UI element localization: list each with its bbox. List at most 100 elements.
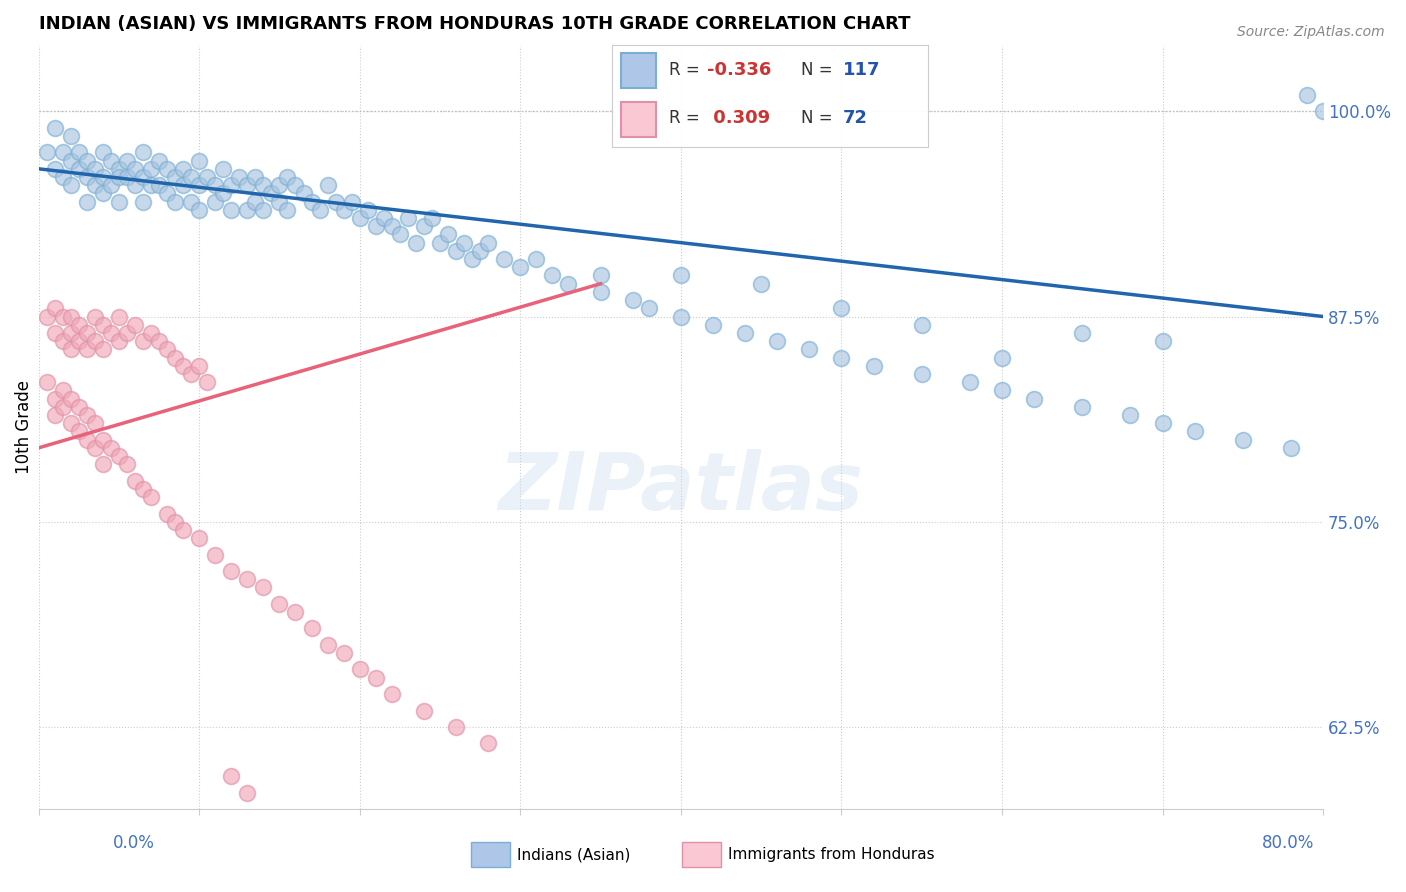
Point (67, 161, 90, 176)
Point (172, 359, 194, 373)
Point (156, 161, 179, 176)
Point (100, 441, 122, 455)
Point (132, 334, 155, 348)
Point (524, 252, 547, 266)
Text: 117: 117 (842, 62, 880, 79)
Point (195, 169, 218, 184)
Point (35, 145, 58, 160)
Point (59, 343, 82, 357)
Point (269, 194, 291, 209)
Text: Indians (Asian): Indians (Asian) (517, 847, 631, 862)
Point (284, 605, 307, 619)
Point (67, 145, 90, 160)
Point (115, 457, 138, 471)
Text: 0.309: 0.309 (707, 110, 769, 128)
Point (91, 145, 114, 160)
Point (59, 153, 82, 168)
Point (188, 202, 211, 217)
Point (148, 178, 170, 193)
Point (59, 392, 82, 406)
Point (381, 687, 404, 701)
Point (139, 178, 162, 193)
Point (76, 169, 98, 184)
Point (276, 169, 298, 184)
Point (76, 194, 98, 209)
Point (180, 367, 202, 381)
Point (163, 515, 186, 529)
Point (669, 310, 692, 324)
Text: N =: N = (801, 62, 838, 79)
Point (260, 186, 283, 201)
Point (236, 202, 259, 217)
Point (52, 310, 75, 324)
Point (124, 178, 146, 193)
Text: Source: ZipAtlas.com: Source: ZipAtlas.com (1237, 25, 1385, 39)
Point (52, 384, 75, 398)
Point (188, 531, 211, 545)
Point (444, 244, 467, 258)
Point (100, 326, 122, 340)
Point (132, 145, 155, 160)
Point (461, 252, 484, 266)
Point (453, 235, 475, 250)
Point (494, 252, 516, 266)
Point (437, 227, 460, 242)
Point (429, 235, 451, 250)
Point (204, 194, 226, 209)
Point (156, 507, 179, 521)
Point (163, 351, 186, 365)
Point (219, 769, 242, 783)
Point (44, 120, 66, 135)
Point (702, 318, 724, 332)
Point (156, 186, 179, 201)
Point (269, 178, 291, 193)
Point (83, 161, 105, 176)
Point (172, 523, 194, 537)
Point (148, 153, 170, 168)
Point (52, 334, 75, 348)
Point (236, 178, 259, 193)
Point (589, 285, 612, 299)
Point (76, 408, 98, 422)
Point (132, 482, 155, 496)
Point (1071, 326, 1094, 340)
Point (1152, 334, 1174, 348)
Point (91, 169, 114, 184)
Point (301, 194, 323, 209)
Point (509, 260, 531, 275)
Point (35, 310, 58, 324)
Point (163, 169, 186, 184)
Point (252, 178, 274, 193)
Point (108, 334, 131, 348)
Text: INDIAN (ASIAN) VS IMMIGRANTS FROM HONDURAS 10TH GRADE CORRELATION CHART: INDIAN (ASIAN) VS IMMIGRANTS FROM HONDUR… (38, 15, 910, 33)
Point (148, 334, 170, 348)
Point (67, 400, 90, 414)
Point (76, 343, 98, 357)
Point (188, 178, 211, 193)
Point (139, 326, 162, 340)
Point (276, 202, 298, 217)
Point (621, 293, 644, 307)
Point (59, 178, 82, 193)
Point (67, 318, 90, 332)
Point (637, 301, 659, 316)
Point (204, 178, 226, 193)
Point (108, 169, 131, 184)
Point (373, 211, 395, 225)
Point (444, 720, 467, 734)
Point (325, 194, 347, 209)
Point (991, 351, 1014, 365)
Point (108, 449, 131, 463)
Point (219, 178, 242, 193)
Point (381, 219, 404, 234)
Point (172, 161, 194, 176)
Point (405, 235, 427, 250)
Point (1152, 416, 1174, 430)
Point (413, 704, 436, 718)
Point (139, 490, 162, 504)
Text: ZIPatlas: ZIPatlas (498, 450, 863, 527)
Point (292, 186, 315, 201)
Point (91, 457, 114, 471)
Point (59, 128, 82, 143)
Point (308, 202, 330, 217)
